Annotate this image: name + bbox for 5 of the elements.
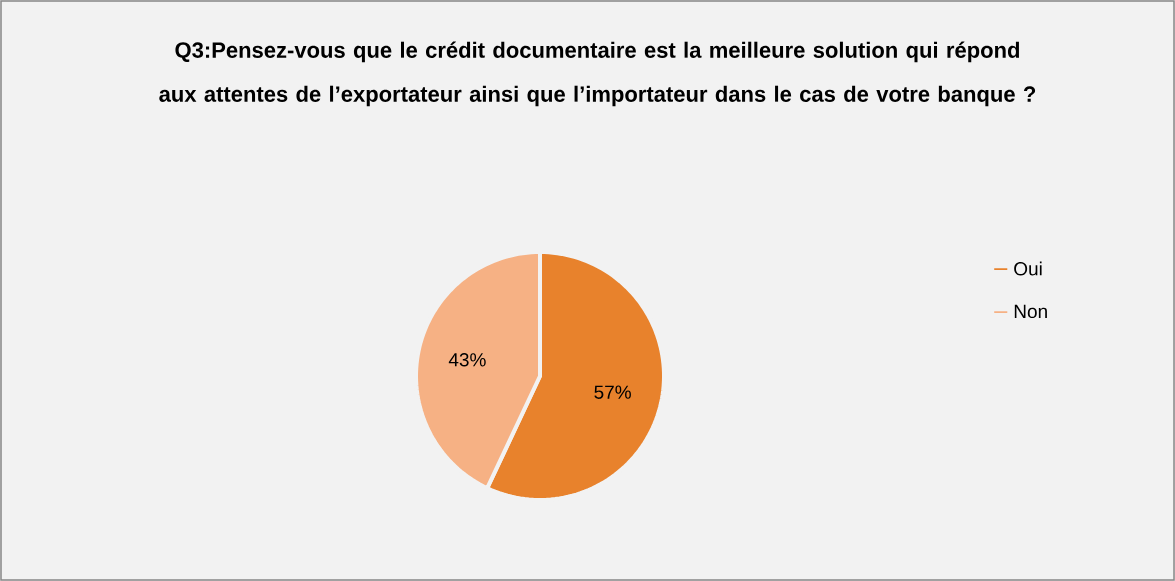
legend-label: Non <box>1014 304 1047 319</box>
legend-label: Oui <box>1014 261 1042 276</box>
data-label: 43% <box>448 353 486 367</box>
chart-title: Q3:Pensez-vous que le crédit documentaire est la meilleure solution qui répond aux attentes de l’exportateur ainsi que l’importateur dans le cas de votre banque ? <box>159 41 1036 107</box>
data-label: 57% <box>594 385 631 399</box>
